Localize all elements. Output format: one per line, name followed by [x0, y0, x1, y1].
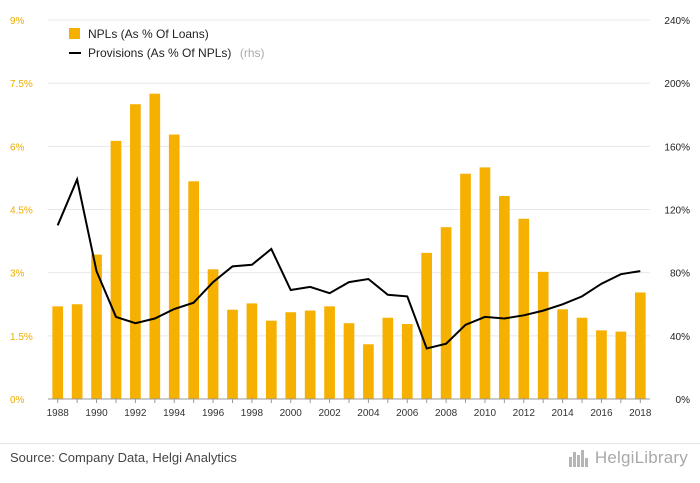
x-tick-label: 2010 [474, 408, 497, 419]
x-tick-label: 2008 [435, 408, 458, 419]
npl-bar-2016 [596, 330, 607, 399]
left-tick-label: 3% [10, 269, 25, 280]
left-axis-ticks: 0% 1.5% 3% 4.5% 6% 7.5% 9% [10, 16, 33, 406]
footer-divider [0, 443, 700, 444]
npl-bar-2001 [304, 310, 316, 399]
npl-bar-2006 [401, 324, 413, 399]
right-tick-label: 240% [664, 16, 690, 27]
npl-bar-1994 [168, 134, 180, 399]
source-note: Source: Company Data, Helgi Analytics [10, 450, 237, 465]
npl-bar-1995 [188, 181, 199, 399]
legend: NPLs (As % Of Loans) Provisions (As % Of… [69, 27, 265, 61]
npl-bar-2012 [518, 218, 530, 399]
x-tick-label: 2006 [396, 408, 419, 419]
x-tick-label: 2000 [280, 408, 303, 419]
right-tick-label: 200% [664, 79, 690, 90]
npl-bar-2018 [634, 292, 646, 399]
right-tick-label: 160% [664, 142, 690, 153]
npl-bar-2005 [382, 317, 394, 399]
npl-bar-1998 [246, 303, 258, 399]
npl-bar-1993 [149, 93, 161, 399]
npl-bar-1991 [110, 140, 122, 399]
helgi-library-logo[interactable]: HelgiLibrary [568, 448, 688, 468]
x-tick-label: 2002 [318, 408, 341, 419]
x-tick-label: 1992 [124, 408, 147, 419]
npl-bar-2003 [343, 323, 355, 399]
left-tick-label: 6% [10, 142, 25, 153]
x-tick-label: 2016 [590, 408, 613, 419]
npl-bar-2014 [557, 309, 568, 399]
x-axis-ticks: 1988 1990 1992 1994 1996 1998 2000 2002 2004 2006… [47, 399, 652, 419]
x-tick-label: 2014 [551, 408, 574, 419]
right-tick-label: 120% [664, 206, 690, 217]
npl-bar-2007 [421, 252, 433, 399]
npl-bar-2009 [460, 173, 471, 399]
x-tick-label: 1994 [163, 408, 186, 419]
left-tick-label: 7.5% [10, 79, 33, 90]
npl-bar-1989 [71, 304, 83, 399]
left-tick-label: 4.5% [10, 206, 33, 217]
x-tick-label: 1998 [241, 408, 264, 419]
npl-bar-2010 [479, 167, 491, 399]
npl-bar-2002 [324, 306, 335, 399]
gridlines [48, 19, 650, 400]
npl-bars [52, 93, 646, 399]
provisions-line [56, 176, 641, 350]
x-tick-label: 1996 [202, 408, 225, 419]
npl-bar-2011 [499, 196, 510, 399]
chart-area: 1988 1990 1992 1994 1996 1998 2000 2002 2004 2006… [10, 16, 690, 419]
npl-bar-2000 [285, 312, 297, 399]
legend-label-provisions-wrap: Provisions (As % Of NPLs) (rhs) [88, 44, 265, 61]
right-tick-label: 0% [676, 395, 691, 406]
npl-bar-1990 [91, 254, 102, 399]
right-tick-label: 80% [670, 269, 690, 280]
npl-bar-2004 [363, 344, 374, 399]
left-tick-label: 0% [10, 395, 25, 406]
x-tick-label: 2004 [357, 408, 380, 419]
npl-bar-1992 [130, 104, 141, 399]
logo-text: HelgiLibrary [594, 448, 688, 467]
npl-bar-1988 [52, 306, 64, 399]
right-tick-label: 40% [670, 332, 690, 343]
npl-bar-1997 [227, 309, 238, 399]
npl-bar-2015 [576, 317, 588, 399]
right-axis-ticks: 0% 40% 80% 120% 160% 200% 240% [664, 16, 690, 406]
npl-bar-1996 [207, 269, 219, 399]
npl-bar-2008 [440, 227, 452, 399]
x-tick-label: 2018 [629, 408, 652, 419]
legend-label-npl: NPLs (As % Of Loans) [88, 27, 209, 41]
x-tick-label: 1990 [85, 408, 108, 419]
left-tick-label: 1.5% [10, 332, 33, 343]
city-skyline-icon [568, 450, 588, 467]
legend-label-provisions: Provisions (As % Of NPLs) [88, 46, 231, 60]
legend-rhs-note: (rhs) [240, 46, 265, 60]
legend-swatch-npl [69, 28, 80, 39]
npl-bar-2013 [537, 271, 549, 399]
npl-bar-1999 [265, 320, 277, 399]
x-tick-label: 2012 [513, 408, 536, 419]
x-tick-label: 1988 [47, 408, 70, 419]
npl-bar-2017 [615, 331, 627, 399]
left-tick-label: 9% [10, 16, 25, 27]
